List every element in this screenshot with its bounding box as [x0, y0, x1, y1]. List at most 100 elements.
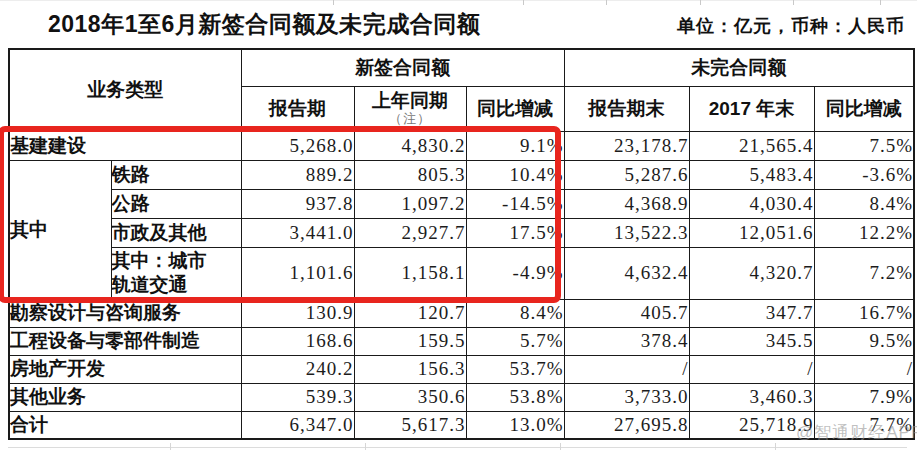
cell-new-current: 240.2 — [241, 355, 354, 383]
grid-artifact-tick — [170, 443, 171, 450]
cell-new-yoy: -14.5% — [466, 189, 564, 218]
cell-new-yoy: 8.4% — [466, 299, 564, 327]
cell-new-prior: 156.3 — [354, 355, 466, 383]
cell-backlog-yoy: 12.2% — [814, 218, 914, 247]
cell-new-yoy: 5.7% — [466, 327, 564, 355]
cell-new-yoy: 10.4% — [466, 160, 564, 189]
cell-backlog-yoy: / — [814, 355, 914, 383]
cell-backlog-2017: 3,460.3 — [689, 383, 814, 411]
cell-new-current: 1,101.6 — [241, 247, 354, 299]
cropped-row-bottom-line — [8, 447, 907, 448]
row-label: 房地产开发 — [9, 355, 241, 383]
header-business-type: 业务类型 — [9, 49, 241, 131]
header-new-prior-period: 上年同期 （注） — [354, 86, 466, 131]
cell-new-prior: 159.5 — [354, 327, 466, 355]
cell-backlog-yoy: 7.2% — [814, 247, 914, 299]
cell-new-yoy: 13.0% — [466, 411, 564, 439]
grid-artifact-tick — [880, 0, 881, 5]
cell-new-prior: 1,097.2 — [354, 189, 466, 218]
cell-backlog-current: 378.4 — [564, 327, 689, 355]
cell-new-yoy: -4.9% — [466, 247, 564, 299]
cell-backlog-yoy: 8.4% — [814, 189, 914, 218]
cell-new-prior: 4,830.2 — [354, 131, 466, 160]
table-row-highway: 公路 937.8 1,097.2 -14.5% 4,368.9 4,030.4 … — [9, 189, 914, 218]
cell-new-prior: 5,617.3 — [354, 411, 466, 439]
grid-artifact-tick — [606, 0, 607, 5]
header-new-prior-period-label: 上年同期 — [372, 90, 448, 111]
page-title: 2018年1至6月新签合同额及未完成合同额 — [48, 9, 480, 40]
row-label: 市政及其他 — [111, 218, 241, 247]
row-label: 其中：城市 轨道交通 — [111, 247, 241, 299]
cell-new-current: 168.6 — [241, 327, 354, 355]
cell-new-current: 889.2 — [241, 160, 354, 189]
cell-new-current: 937.8 — [241, 189, 354, 218]
cell-backlog-current: 5,287.6 — [564, 160, 689, 189]
grid-artifact-tick — [560, 443, 561, 450]
cell-backlog-2017: 12,051.6 — [689, 218, 814, 247]
header-backlog-yoy: 同比增减 — [814, 86, 914, 131]
cell-new-current: 3,441.0 — [241, 218, 354, 247]
unit-currency-note: 单位：亿元，币种：人民币 — [677, 14, 905, 38]
table-row-urban-rail: 其中：城市 轨道交通 1,101.6 1,158.1 -4.9% 4,632.4… — [9, 247, 914, 299]
contracts-table: 业务类型 新签合同额 未完合同额 报告期 上年同期 （注） 同比增减 报告期末 … — [8, 48, 915, 440]
cell-backlog-yoy: -3.6% — [814, 160, 914, 189]
cell-backlog-yoy: 7.9% — [814, 383, 914, 411]
cell-backlog-current: 23,178.7 — [564, 131, 689, 160]
table-row-infrastructure: 基建建设 5,268.0 4,830.2 9.1% 23,178.7 21,56… — [9, 131, 914, 160]
cell-new-prior: 120.7 — [354, 299, 466, 327]
row-label: 勘察设计与咨询服务 — [9, 299, 241, 327]
header-backlog-2017-end: 2017 年末 — [689, 86, 814, 131]
cell-new-current: 5,268.0 — [241, 131, 354, 160]
header-new-contracts-group: 新签合同额 — [241, 49, 564, 86]
cell-new-current: 539.3 — [241, 383, 354, 411]
table-row-railway: 其中 铁路 889.2 805.3 10.4% 5,287.6 5,483.4 … — [9, 160, 914, 189]
cell-new-yoy: 17.5% — [466, 218, 564, 247]
grid-artifact-tick — [365, 443, 366, 450]
header-new-yoy: 同比增减 — [466, 86, 564, 131]
table-row-equipment: 工程设备与零部件制造 168.6 159.5 5.7% 378.4 345.5 … — [9, 327, 914, 355]
cell-backlog-yoy: 16.7% — [814, 299, 914, 327]
cell-new-yoy: 9.1% — [466, 131, 564, 160]
cell-backlog-2017: 5,483.4 — [689, 160, 814, 189]
screenshot-root: 2018年1至6月新签合同额及未完成合同额 单位：亿元，币种：人民币 业务类型 … — [0, 0, 917, 450]
row-label: 合计 — [9, 411, 241, 439]
cell-backlog-current: 27,695.8 — [564, 411, 689, 439]
row-label: 工程设备与零部件制造 — [9, 327, 241, 355]
cell-new-prior: 805.3 — [354, 160, 466, 189]
header-prior-period-note: （注） — [355, 112, 466, 127]
cell-backlog-yoy: 9.5% — [814, 327, 914, 355]
header-backlog-period-end: 报告期末 — [564, 86, 689, 131]
row-label: 基建建设 — [9, 131, 241, 160]
grid-artifact-tick — [793, 0, 794, 5]
grid-artifact-tick — [333, 0, 334, 5]
cell-backlog-current: 405.7 — [564, 299, 689, 327]
cell-backlog-2017: 21,565.4 — [689, 131, 814, 160]
cell-new-prior: 1,158.1 — [354, 247, 466, 299]
cell-backlog-2017: 4,320.7 — [689, 247, 814, 299]
cell-new-yoy: 53.8% — [466, 383, 564, 411]
cell-backlog-current: 4,368.9 — [564, 189, 689, 218]
cell-backlog-2017: 4,030.4 — [689, 189, 814, 218]
table-row-total: 合计 6,347.0 5,617.3 13.0% 27,695.8 25,718… — [9, 411, 914, 439]
cell-new-prior: 2,927.7 — [354, 218, 466, 247]
cell-backlog-current: / — [564, 355, 689, 383]
header-backlog-group: 未完合同额 — [564, 49, 914, 86]
row-label: 铁路 — [111, 160, 241, 189]
cell-new-current: 6,347.0 — [241, 411, 354, 439]
row-label: 公路 — [111, 189, 241, 218]
table-row-other-business: 其他业务 539.3 350.6 53.8% 3,733.0 3,460.3 7… — [9, 383, 914, 411]
grid-artifact-tick — [775, 443, 776, 450]
table-row-municipal: 市政及其他 3,441.0 2,927.7 17.5% 13,522.3 12,… — [9, 218, 914, 247]
grid-artifact-tick — [523, 0, 524, 5]
row-label: 其他业务 — [9, 383, 241, 411]
cell-backlog-2017: / — [689, 355, 814, 383]
watermark-text: @智通财经APP — [796, 421, 917, 444]
cell-new-current: 130.9 — [241, 299, 354, 327]
subgroup-label-cell: 其中 — [9, 160, 111, 299]
cropped-row-top-line — [0, 0, 917, 1]
cell-backlog-2017: 345.5 — [689, 327, 814, 355]
cell-backlog-current: 3,733.0 — [564, 383, 689, 411]
header-new-reporting-period: 报告期 — [241, 86, 354, 131]
grid-artifact-tick — [700, 0, 701, 5]
cell-backlog-yoy: 7.5% — [814, 131, 914, 160]
